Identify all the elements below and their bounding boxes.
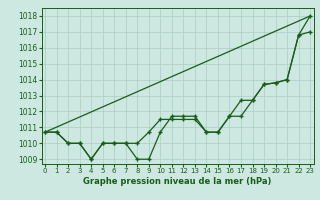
X-axis label: Graphe pression niveau de la mer (hPa): Graphe pression niveau de la mer (hPa) — [84, 177, 272, 186]
